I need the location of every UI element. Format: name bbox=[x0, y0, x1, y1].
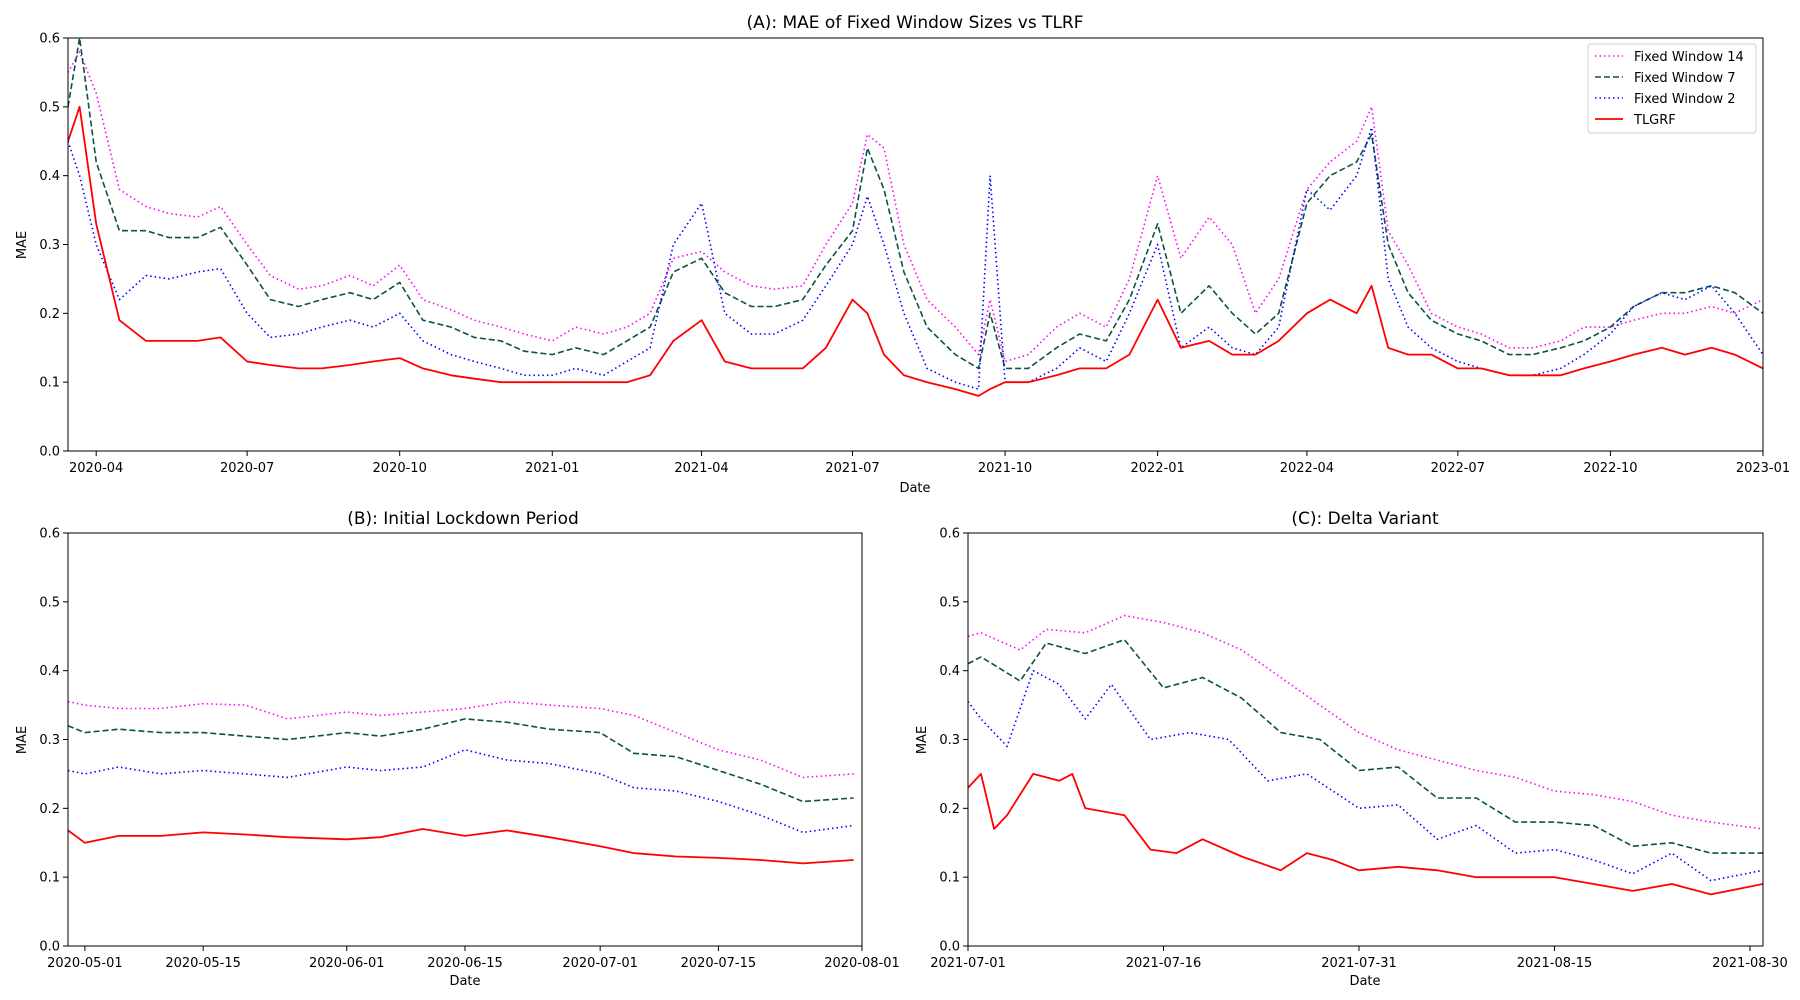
x-tick-label: 2021-10 bbox=[978, 461, 1032, 476]
series-line-tlgrf bbox=[68, 828, 854, 865]
y-tick-label: 0.4 bbox=[939, 664, 960, 679]
series-line-fixed-window-14 bbox=[68, 50, 1763, 363]
x-tick-label: 2022-07 bbox=[1431, 461, 1485, 476]
panel-a-ylabel: MAE bbox=[15, 231, 30, 259]
x-tick-label: 2020-05-01 bbox=[47, 956, 123, 971]
x-tick-label: 2022-10 bbox=[1583, 461, 1637, 476]
panel-a-frame bbox=[67, 37, 1764, 452]
series-line-fixed-window-7 bbox=[968, 638, 1763, 854]
y-tick-label: 0.6 bbox=[39, 32, 60, 47]
panel-b-ylabel: MAE bbox=[15, 726, 30, 754]
series-line-fixed-window-14 bbox=[68, 700, 854, 779]
x-tick-label: 2020-10 bbox=[373, 461, 427, 476]
y-tick-label: 0.3 bbox=[39, 733, 60, 748]
panel-a-ticks: 0.0 0.1 0.2 0.3 0.4 0.5 0.6 2020-04 2020-07 2020-… bbox=[39, 32, 1790, 477]
x-tick-label: 2020-07 bbox=[220, 461, 274, 476]
y-tick-label: 0.3 bbox=[39, 238, 60, 253]
y-tick-label: 0.2 bbox=[939, 802, 960, 817]
x-tick-label: 2021-07-31 bbox=[1321, 956, 1397, 971]
series-line-tlgrf bbox=[968, 773, 1763, 896]
x-tick-label: 2020-06-15 bbox=[427, 956, 503, 971]
y-tick-label: 0.3 bbox=[939, 733, 960, 748]
legend-label-window14: Fixed Window 14 bbox=[1634, 50, 1744, 65]
panel-b-title: (B): Initial Lockdown Period bbox=[347, 509, 579, 529]
y-tick-label: 0.6 bbox=[39, 527, 60, 542]
panel-c-ticks: 0.0 0.1 0.2 0.3 0.4 0.5 0.6 2021-07-01 2021-07-1… bbox=[930, 527, 1788, 972]
y-tick-label: 0.4 bbox=[39, 664, 60, 679]
y-tick-label: 0.0 bbox=[39, 445, 60, 460]
legend-label-tlgrf: TLGRF bbox=[1633, 113, 1676, 128]
series-line-fixed-window-7 bbox=[68, 718, 854, 803]
legend-frame bbox=[1587, 43, 1757, 134]
y-tick-label: 0.5 bbox=[39, 595, 60, 610]
x-tick-label: 2021-07-01 bbox=[930, 956, 1006, 971]
x-tick-label: 2020-04 bbox=[69, 461, 123, 476]
panel-b-chart: (B): Initial Lockdown Period 0.00.10.20.… bbox=[15, 509, 900, 989]
y-tick-label: 0.2 bbox=[39, 802, 60, 817]
panel-a-xlabel: Date bbox=[899, 481, 930, 496]
y-tick-label: 0.5 bbox=[39, 100, 60, 115]
panel-a-legend: Fixed Window 14 Fixed Window 7 Fixed Win… bbox=[1587, 43, 1757, 134]
y-tick-label: 0.1 bbox=[39, 871, 60, 886]
y-tick-label: 0.1 bbox=[939, 871, 960, 886]
y-tick-label: 0.2 bbox=[39, 307, 60, 322]
panel-c-chart: (C): Delta Variant 0.0 0.1 0.2 0.3 0.4 0.5 0.6… bbox=[915, 509, 1788, 989]
x-tick-label: 2021-08-15 bbox=[1517, 956, 1593, 971]
series-line-fixed-window-2 bbox=[68, 748, 854, 834]
panel-b-frame bbox=[67, 532, 863, 947]
panel-c-series bbox=[968, 614, 1763, 896]
y-tick-label: 0.1 bbox=[39, 376, 60, 391]
x-tick-label: 2020-07-15 bbox=[681, 956, 757, 971]
x-tick-label: 2020-08-01 bbox=[824, 956, 900, 971]
y-tick-label: 0.0 bbox=[39, 940, 60, 955]
x-tick-label: 2021-07-16 bbox=[1126, 956, 1202, 971]
panel-a-series bbox=[68, 38, 1763, 397]
series-line-fixed-window-2 bbox=[968, 669, 1763, 882]
x-tick-label: 2022-01 bbox=[1130, 461, 1184, 476]
x-tick-label: 2021-01 bbox=[525, 461, 579, 476]
panel-b-series bbox=[68, 700, 854, 865]
panel-b-xlabel: Date bbox=[449, 974, 480, 989]
y-tick-label: 0.0 bbox=[939, 940, 960, 955]
x-tick-label: 2020-06-01 bbox=[309, 956, 385, 971]
legend-label-window7: Fixed Window 7 bbox=[1634, 71, 1735, 86]
x-tick-label: 2020-05-15 bbox=[165, 956, 241, 971]
panel-a-chart: (A): MAE of Fixed Window Sizes vs TLRF 0… bbox=[15, 13, 1790, 496]
x-tick-label: 2022-04 bbox=[1280, 461, 1334, 476]
x-tick-label: 2021-04 bbox=[674, 461, 728, 476]
series-line-fixed-window-7 bbox=[68, 38, 1763, 370]
x-tick-label: 2023-01 bbox=[1736, 461, 1790, 476]
panel-c-ylabel: MAE bbox=[915, 726, 930, 754]
series-line-fixed-window-14 bbox=[968, 614, 1763, 830]
x-tick-label: 2020-07-01 bbox=[562, 956, 638, 971]
x-tick-label: 2021-07 bbox=[825, 461, 879, 476]
y-tick-label: 0.5 bbox=[939, 595, 960, 610]
panel-c-frame bbox=[967, 532, 1764, 947]
x-tick-label: 2021-08-30 bbox=[1712, 956, 1788, 971]
y-tick-label: 0.6 bbox=[939, 527, 960, 542]
panel-c-title: (C): Delta Variant bbox=[1291, 509, 1439, 529]
series-line-fixed-window-2 bbox=[68, 126, 1763, 390]
series-line-tlgrf bbox=[68, 105, 1763, 397]
panel-c-xlabel: Date bbox=[1349, 974, 1380, 989]
panel-a-title: (A): MAE of Fixed Window Sizes vs TLRF bbox=[746, 13, 1083, 33]
panel-b-ticks: 0.0 0.1 0.2 0.3 0.4 0.5 0.6 2020-05-01 2020-05-1… bbox=[39, 527, 899, 972]
legend-label-window2: Fixed Window 2 bbox=[1634, 92, 1735, 107]
y-tick-label: 0.4 bbox=[39, 169, 60, 184]
